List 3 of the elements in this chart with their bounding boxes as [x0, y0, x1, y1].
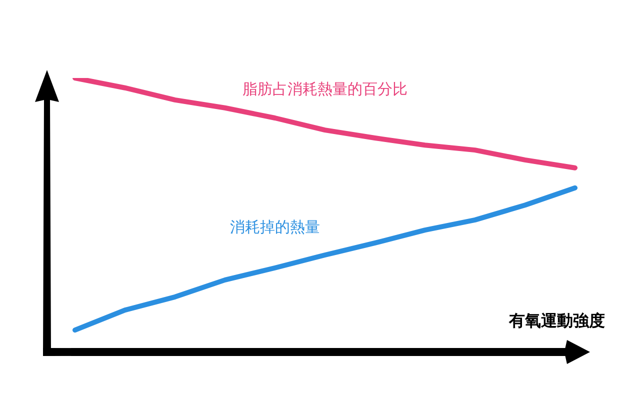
series-label: 脂肪占消耗熱量的百分比: [242, 80, 408, 98]
series-label: 消耗掉的熱量: [230, 218, 320, 236]
x-axis-title: 有氧運動強度: [508, 311, 605, 330]
